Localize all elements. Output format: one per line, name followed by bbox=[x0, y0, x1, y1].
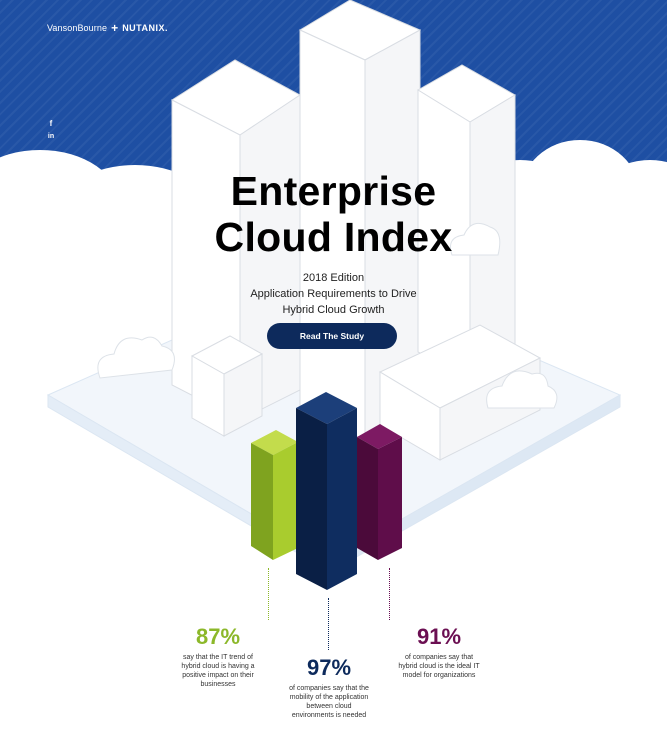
stat-right-description: of companies say that hybrid cloud is th… bbox=[384, 653, 494, 680]
page-title: Enterprise Cloud Index bbox=[0, 168, 667, 260]
green-bar bbox=[251, 430, 298, 560]
facebook-icon[interactable]: f bbox=[49, 119, 53, 128]
edition-label: 2018 Edition bbox=[302, 272, 365, 284]
navy-bar bbox=[296, 392, 357, 590]
desc-line: hybrid cloud is the ideal IT bbox=[398, 663, 480, 670]
linkedin-icon[interactable]: in bbox=[47, 133, 55, 140]
stat-center-value: 97% bbox=[306, 655, 352, 680]
purple-bar bbox=[357, 424, 402, 560]
stat-right: 91% of companies say that hybrid cloud i… bbox=[384, 625, 494, 680]
social-links: f in bbox=[47, 117, 55, 143]
desc-line: businesses bbox=[200, 681, 236, 688]
stat-center: 97% of companies say that the mobility o… bbox=[274, 656, 384, 720]
desc-line: positive impact on their bbox=[182, 672, 254, 679]
stat-left-value: 87% bbox=[195, 624, 241, 649]
read-study-button[interactable]: Read The Study bbox=[267, 323, 397, 349]
stat-center-description: of companies say that the mobility of th… bbox=[274, 684, 384, 720]
desc-line: of companies say that bbox=[404, 654, 474, 661]
desc-line: environments is needed bbox=[291, 712, 367, 719]
desc-line: say that the IT trend of bbox=[183, 654, 253, 661]
brand-logo[interactable]: VansonBourne + NUTANIX. bbox=[47, 21, 168, 35]
title-line-2: Cloud Index bbox=[214, 214, 453, 260]
nutanix-logo: NUTANIX. bbox=[122, 23, 169, 33]
green-leader-line bbox=[268, 568, 269, 620]
subtitle-line-1: Application Requirements to Drive bbox=[250, 288, 417, 300]
desc-line: of companies say that the bbox=[289, 685, 369, 692]
purple-leader-line bbox=[389, 568, 390, 620]
page-subtitle: 2018 Edition Application Requirements to… bbox=[0, 270, 667, 318]
desc-line: hybrid cloud is having a bbox=[181, 663, 255, 670]
stat-left-description: say that the IT trend of hybrid cloud is… bbox=[163, 653, 273, 689]
stat-left: 87% say that the IT trend of hybrid clou… bbox=[163, 625, 273, 689]
desc-line: model for organizations bbox=[402, 672, 476, 679]
desc-line: mobility of the application bbox=[289, 694, 369, 701]
desc-line: between cloud bbox=[306, 703, 352, 710]
title-line-1: Enterprise bbox=[230, 168, 437, 214]
vansonbourne-logo: VansonBourne bbox=[47, 23, 108, 33]
subtitle-line-2: Hybrid Cloud Growth bbox=[282, 304, 385, 316]
stat-right-value: 91% bbox=[416, 624, 462, 649]
logo-plus: + bbox=[111, 21, 119, 35]
navy-leader-line bbox=[328, 598, 329, 650]
